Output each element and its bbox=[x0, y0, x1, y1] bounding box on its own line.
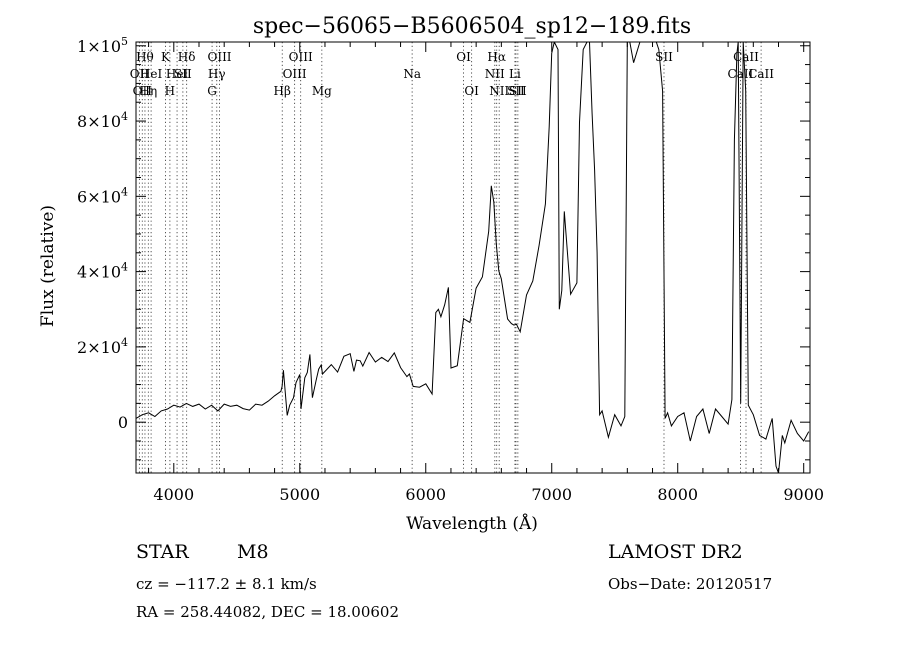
spectral-line-label: OII bbox=[133, 84, 153, 98]
spectral-lines-layer: OIIOIIHθHηHeIKHHeISIIHδGHγOIIIHβOIIIOIII… bbox=[130, 42, 774, 473]
spectrum-layer bbox=[136, 42, 810, 473]
spectral-line-label: OI bbox=[456, 50, 471, 64]
object-subclass: M8 bbox=[237, 541, 269, 563]
spectral-line-label: Hα bbox=[487, 50, 506, 64]
x-tick-label: 5000 bbox=[279, 485, 320, 504]
spectral-line-label: CaII bbox=[728, 67, 754, 81]
y-tick-label: 6×104 bbox=[77, 185, 128, 206]
spectral-line-label: Na bbox=[403, 67, 421, 81]
y-tick-label: 4×104 bbox=[77, 261, 128, 282]
chart-title: spec−56065−B5606504_sp12−189.fits bbox=[253, 14, 691, 39]
spectral-line-label: Li bbox=[509, 67, 521, 81]
spectral-line-label: Hγ bbox=[208, 67, 226, 81]
y-tick-label: 0 bbox=[118, 413, 128, 432]
spectral-line-label: Hη bbox=[140, 84, 158, 98]
spectral-line-label: OIII bbox=[289, 50, 313, 64]
redshift-readout: cz = −117.2 ± 8.1 km/s bbox=[136, 575, 317, 593]
spectral-line-label: Hθ bbox=[136, 50, 154, 64]
object-class: STAR bbox=[136, 541, 189, 563]
x-tick-label: 7000 bbox=[531, 485, 572, 504]
spectral-line-label: SII bbox=[655, 50, 673, 64]
spectral-line-label: CaII bbox=[748, 67, 774, 81]
x-tick-label: 6000 bbox=[405, 485, 446, 504]
spectral-line-label: OIII bbox=[207, 50, 231, 64]
x-tick-label: 8000 bbox=[657, 485, 698, 504]
spectral-line-label: NII bbox=[485, 67, 505, 81]
spectrum-line bbox=[136, 42, 810, 473]
x-tick-label: 4000 bbox=[153, 485, 194, 504]
spectral-line-label: SII bbox=[509, 84, 527, 98]
spectral-line-label: HeI bbox=[166, 67, 189, 81]
spectral-line-label: SII bbox=[174, 67, 192, 81]
spectral-line-label: OIII bbox=[283, 67, 307, 81]
spectral-line-label: Mg bbox=[312, 84, 332, 98]
y-tick-label: 2×104 bbox=[77, 336, 128, 357]
spectral-line-label: SII bbox=[507, 84, 525, 98]
spectral-line-label: HeI bbox=[140, 67, 163, 81]
coordinates-readout: RA = 258.44082, DEC = 18.00602 bbox=[136, 603, 400, 621]
spectral-line-label: OI bbox=[464, 84, 479, 98]
y-tick-label: 8×104 bbox=[77, 110, 128, 131]
spectral-line-label: CaII bbox=[733, 50, 759, 64]
spectral-line-label: H bbox=[165, 84, 175, 98]
y-axis-label: Flux (relative) bbox=[38, 205, 58, 327]
spectral-line-label: Hβ bbox=[274, 84, 291, 98]
spectral-line-label: Hδ bbox=[178, 50, 196, 64]
spectral-line-label: K bbox=[161, 50, 171, 64]
spectral-line-label: OII bbox=[130, 67, 150, 81]
spectral-line-label: G bbox=[207, 84, 217, 98]
spectral-line-label: NII bbox=[489, 84, 509, 98]
y-tick-label: 1×105 bbox=[77, 35, 128, 56]
axes-layer: 4000 5000 6000 7000 8000 9000 0 2×104 4×104 6×104… bbox=[77, 35, 824, 504]
survey-name: LAMOST DR2 bbox=[608, 541, 743, 563]
plot-frame bbox=[135, 41, 811, 474]
observation-date: Obs−Date: 20120517 bbox=[608, 575, 773, 593]
x-axis-label: Wavelength (Å) bbox=[406, 513, 538, 534]
x-tick-label: 9000 bbox=[783, 485, 824, 504]
